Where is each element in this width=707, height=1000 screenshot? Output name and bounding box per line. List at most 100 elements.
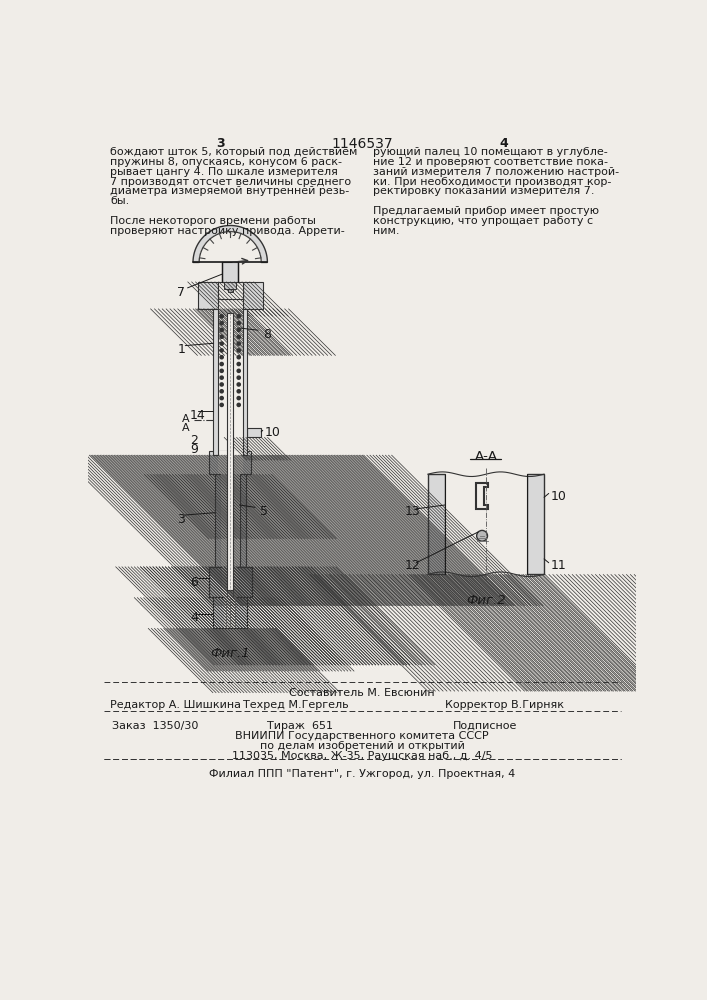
Text: 10: 10 [550,490,566,503]
Circle shape [219,369,224,373]
Text: 13: 13 [404,505,421,518]
Bar [198,282,218,309]
Bar [224,282,236,289]
Bar [228,474,233,567]
Circle shape [477,530,488,541]
Bar [218,451,243,474]
Text: 7: 7 [177,286,185,299]
Text: 12: 12 [404,559,421,572]
Bar [213,628,247,659]
Circle shape [219,321,224,325]
Text: 3: 3 [177,513,185,526]
Bar [247,437,261,446]
Bar [209,567,252,597]
Circle shape [219,314,224,319]
Text: бождают шток 5, который под действием: бождают шток 5, который под действием [110,147,358,157]
Text: проверяют настройку привода. Аррети-: проверяют настройку привода. Аррети- [110,226,345,236]
Text: Корректор В.Гирняк: Корректор В.Гирняк [445,700,564,710]
Bar [215,567,221,659]
Text: 11: 11 [550,559,566,572]
Circle shape [236,403,241,407]
Text: 3: 3 [216,137,224,150]
Bar [209,474,251,497]
Bar [198,309,218,336]
Bar [243,455,247,601]
Circle shape [236,396,241,400]
Circle shape [236,375,241,380]
Bar [213,455,218,601]
Text: ректировку показаний измерителя 7.: ректировку показаний измерителя 7. [373,186,595,196]
Text: 6: 6 [190,576,198,589]
Bar [428,474,445,574]
Text: Заказ  1350/30: Заказ 1350/30 [112,721,198,731]
Text: бы.: бы. [110,196,129,206]
Circle shape [236,314,241,319]
Bar [445,474,527,574]
Bar [209,451,251,474]
Bar [227,567,233,597]
Bar [213,309,218,455]
Text: Фиг.2: Фиг.2 [466,594,506,607]
Text: ки. При необходимости производят кор-: ки. При необходимости производят кор- [373,177,611,187]
Text: 14: 14 [190,409,206,422]
Text: заний измерителя 7 положению настрой-: заний измерителя 7 положению настрой- [373,167,619,177]
Text: 8: 8 [263,328,271,341]
Bar [218,309,243,455]
Text: Составитель М. Евсюнин: Составитель М. Евсюнин [289,688,435,698]
Bar [209,597,252,628]
Bar [223,282,238,301]
Text: рывает цангу 4. По шкале измерителя: рывает цангу 4. По шкале измерителя [110,167,338,177]
Bar [215,474,221,567]
Text: 7 производят отсчет величины среднего: 7 производят отсчет величины среднего [110,177,351,187]
Text: пружины 8, опускаясь, конусом 6 раск-: пружины 8, опускаясь, конусом 6 раск- [110,157,342,167]
Bar [243,309,263,336]
Bar [228,289,233,292]
Circle shape [219,348,224,353]
Circle shape [236,321,241,325]
Circle shape [236,362,241,366]
Bar [227,312,233,590]
Polygon shape [193,225,267,262]
Circle shape [236,355,241,360]
Circle shape [219,341,224,346]
Text: Предлагаемый прибор имеет простую: Предлагаемый прибор имеет простую [373,206,599,216]
Text: 4: 4 [499,137,508,150]
Text: ние 12 и проверяют соответствие пока-: ние 12 и проверяют соответствие пока- [373,157,608,167]
Circle shape [219,334,224,339]
Bar [243,309,247,455]
Text: Подписное: Подписное [452,721,517,731]
Text: ВНИИПИ Государственного комитета СССР: ВНИИПИ Государственного комитета СССР [235,731,489,741]
Circle shape [236,382,241,387]
Circle shape [236,341,241,346]
Circle shape [236,389,241,394]
Bar [243,282,263,309]
Text: Тираж  651: Тираж 651 [267,721,332,731]
Circle shape [219,403,224,407]
Circle shape [236,328,241,332]
Bar [527,574,544,674]
Text: А: А [182,414,190,424]
Text: 9: 9 [190,443,198,456]
Circle shape [219,382,224,387]
Circle shape [236,348,241,353]
Text: А-А: А-А [474,450,498,463]
Bar [223,567,238,597]
Circle shape [236,369,241,373]
Bar [221,474,240,567]
Circle shape [219,328,224,332]
Circle shape [219,375,224,380]
Bar [247,428,261,437]
Text: А: А [182,423,190,433]
Bar [240,567,246,659]
Text: 4: 4 [190,611,198,624]
Text: После некоторого времени работы: После некоторого времени работы [110,216,316,226]
Text: ним.: ним. [373,226,399,236]
Text: рующий палец 10 помещают в углубле-: рующий палец 10 помещают в углубле- [373,147,607,157]
Bar [527,474,544,574]
Bar [218,282,243,299]
Text: конструкцию, что упрощает работу с: конструкцию, что упрощает работу с [373,216,593,226]
Text: 1146537: 1146537 [331,137,393,151]
Text: 5: 5 [259,505,268,518]
Text: 113035, Москва, Ж-35, Раушская наб., д. 4/5: 113035, Москва, Ж-35, Раушская наб., д. … [232,751,492,761]
Text: Фиг.1: Фиг.1 [211,647,250,660]
